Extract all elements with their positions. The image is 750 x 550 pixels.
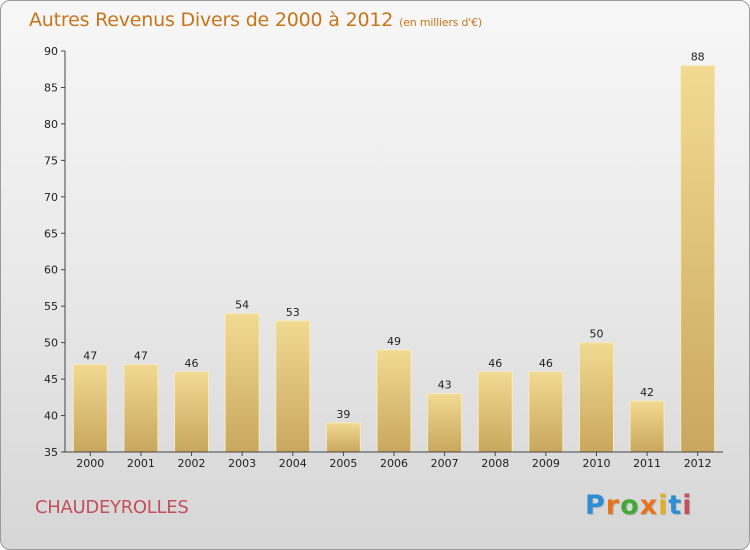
y-tick-label-75: 75: [44, 154, 58, 167]
y-tick-label-40: 40: [44, 410, 58, 423]
bar-2009: [528, 371, 564, 453]
chart-title-block: Autres Revenus Divers de 2000 à 2012 (en …: [29, 9, 482, 31]
logo-letter: P: [585, 490, 606, 521]
bar-value-label-2006: 49: [387, 335, 401, 348]
bar-value-label-2007: 43: [438, 379, 452, 392]
bar-value-label-2001: 47: [134, 350, 148, 363]
bar-2004: [275, 320, 311, 453]
y-tick-label-50: 50: [44, 337, 58, 350]
x-tick-label-2006: 2006: [380, 457, 408, 470]
y-tick-label-80: 80: [44, 118, 58, 131]
bar-value-label-2012: 88: [691, 51, 705, 64]
bar-2000: [72, 364, 108, 453]
logo-letter: x: [639, 490, 659, 521]
x-tick-label-2000: 2000: [76, 457, 104, 470]
x-tick-label-2012: 2012: [684, 457, 712, 470]
bar-2010: [578, 342, 614, 453]
bar-value-label-2000: 47: [83, 350, 97, 363]
logo-letter: i: [658, 490, 669, 521]
bar-value-label-2002: 46: [185, 357, 199, 370]
x-tick-label-2007: 2007: [431, 457, 459, 470]
bar-2006: [376, 349, 412, 453]
bar-2005: [325, 422, 361, 453]
y-tick-label-45: 45: [44, 373, 58, 386]
bar-2008: [477, 371, 513, 453]
bar-2011: [629, 400, 665, 453]
x-tick-label-2002: 2002: [178, 457, 206, 470]
bar-value-label-2003: 54: [235, 298, 249, 311]
bar-value-label-2008: 46: [488, 357, 502, 370]
logo-letter: t: [668, 490, 683, 521]
x-tick-label-2001: 2001: [127, 457, 155, 470]
bar-value-label-2009: 46: [539, 357, 553, 370]
x-tick-label-2005: 2005: [329, 457, 357, 470]
y-tick-label-35: 35: [44, 446, 58, 459]
bar-value-label-2005: 39: [336, 408, 350, 421]
bar-value-label-2011: 42: [640, 386, 654, 399]
logo-letter: r: [605, 490, 621, 521]
x-tick-label-2011: 2011: [633, 457, 661, 470]
x-tick-label-2009: 2009: [532, 457, 560, 470]
bar-2003: [224, 312, 260, 453]
axes-group: 2000 2001 2002 2003 2004 2005 2006 2007 2008 2009…: [44, 45, 723, 470]
bar-2007: [427, 393, 463, 453]
x-tick-label-2010: 2010: [582, 457, 610, 470]
y-tick-label-55: 55: [44, 300, 58, 313]
logo-letter: o: [620, 490, 640, 521]
chart-title: Autres Revenus Divers de 2000 à 2012: [29, 9, 394, 31]
y-tick-label-85: 85: [44, 81, 58, 94]
y-tick-label-60: 60: [44, 264, 58, 277]
y-tick-label-90: 90: [44, 45, 58, 58]
x-tick-label-2008: 2008: [481, 457, 509, 470]
bar-2012: [680, 65, 716, 453]
bar-2002: [174, 371, 210, 453]
chart-subtitle: (en milliers d'€): [399, 16, 483, 29]
bar-value-label-2004: 53: [286, 306, 300, 319]
x-tick-label-2004: 2004: [279, 457, 307, 470]
commune-name: CHAUDEYROLLES: [35, 497, 189, 518]
logo-letter: i: [682, 490, 693, 521]
y-tick-label-65: 65: [44, 227, 58, 240]
bar-2001: [123, 364, 159, 453]
x-tick-label-2003: 2003: [228, 457, 256, 470]
y-tick-label-70: 70: [44, 191, 58, 204]
bars-group: 47 47 46 54 53 39 49 43 46 46 50 42 88: [72, 51, 716, 453]
proxiti-logo: Proxiti: [585, 490, 693, 521]
bar-value-label-2010: 50: [589, 328, 603, 341]
